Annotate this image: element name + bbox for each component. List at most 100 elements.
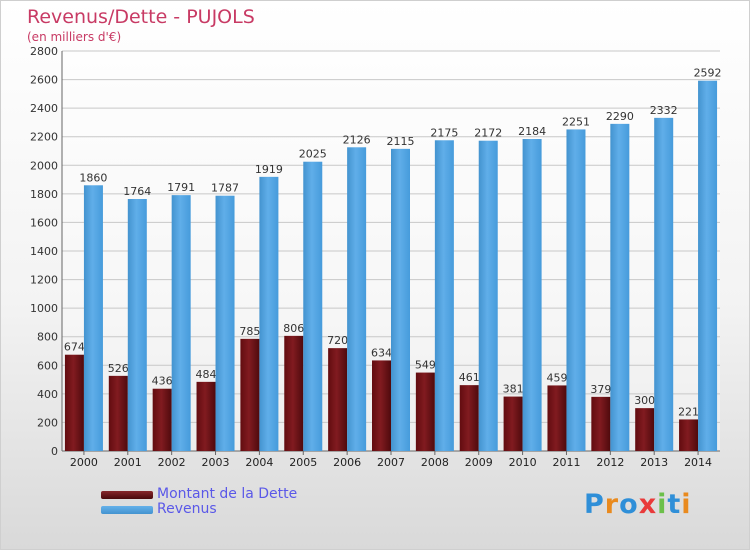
x-tick-label: 2001 <box>114 456 142 469</box>
y-tick-label: 600 <box>37 359 58 372</box>
data-label-revenus: 1787 <box>211 182 239 195</box>
bar-revenus <box>303 161 323 451</box>
legend-item-revenus: Revenus <box>101 502 297 517</box>
data-label-revenus: 1919 <box>255 163 283 176</box>
x-tick-label: 2003 <box>202 456 230 469</box>
bar-dette <box>503 396 523 451</box>
data-label-revenus: 2126 <box>343 133 371 146</box>
legend-item-dette: Montant de la Dette <box>101 487 297 502</box>
data-label-dette: 634 <box>371 346 392 359</box>
y-tick-label: 0 <box>51 445 58 458</box>
legend-swatch-dette <box>101 490 153 499</box>
y-tick-label: 2400 <box>30 102 58 115</box>
data-label-revenus: 2175 <box>430 126 458 139</box>
data-label-revenus: 2172 <box>474 127 502 140</box>
y-tick-label: 1800 <box>30 188 58 201</box>
bar-revenus <box>215 195 235 451</box>
data-label-dette: 459 <box>546 371 567 384</box>
x-tick-label: 2012 <box>596 456 624 469</box>
bar-revenus <box>478 140 498 451</box>
data-label-dette: 806 <box>283 322 304 335</box>
y-tick-label: 1000 <box>30 302 58 315</box>
bar-revenus <box>259 176 279 451</box>
data-label-dette: 436 <box>152 375 173 388</box>
data-label-revenus: 1860 <box>79 171 107 184</box>
bar-dette <box>591 396 611 451</box>
proxiti-logo: Proxiti <box>584 489 692 520</box>
logo-letter: i <box>657 489 668 520</box>
x-tick-label: 2014 <box>684 456 712 469</box>
logo-letter: r <box>604 489 620 520</box>
y-tick-label: 200 <box>37 416 58 429</box>
legend-label-revenus: Revenus <box>157 501 217 517</box>
bar-dette <box>459 385 479 451</box>
bar-revenus <box>698 80 718 451</box>
logo-letter: o <box>619 489 639 520</box>
bar-revenus <box>566 129 586 451</box>
bar-dette <box>547 385 567 451</box>
x-tick-label: 2009 <box>465 456 493 469</box>
bar-revenus <box>127 199 147 451</box>
data-label-revenus: 1764 <box>123 185 151 198</box>
chart-title: Revenus/Dette - PUJOLS <box>27 6 255 28</box>
bar-dette <box>328 348 348 451</box>
bar-dette <box>108 375 128 451</box>
x-tick-label: 2011 <box>552 456 580 469</box>
bar-dette <box>415 372 435 451</box>
data-label-revenus: 1791 <box>167 181 195 194</box>
x-tick-label: 2006 <box>333 456 361 469</box>
logo-letter: x <box>638 489 658 520</box>
bar-dette <box>635 408 655 451</box>
legend-swatch-revenus <box>101 505 153 514</box>
data-label-dette: 461 <box>459 371 480 384</box>
data-label-dette: 526 <box>108 362 129 375</box>
data-label-dette: 785 <box>239 325 260 338</box>
bar-revenus <box>522 139 542 451</box>
data-label-dette: 720 <box>327 334 348 347</box>
bar-dette <box>372 360 391 451</box>
data-label-revenus: 2332 <box>650 104 678 117</box>
data-label-dette: 379 <box>590 383 611 396</box>
y-tick-label: 1600 <box>30 216 58 229</box>
bar-revenus <box>434 140 454 452</box>
data-label-revenus: 2251 <box>562 115 590 128</box>
x-tick-label: 2000 <box>70 456 98 469</box>
chart-subtitle: (en milliers d'€) <box>27 30 122 44</box>
data-label-revenus: 2290 <box>606 110 634 123</box>
logo-letter: P <box>584 489 605 520</box>
data-label-dette: 300 <box>634 394 655 407</box>
y-tick-label: 800 <box>37 331 58 344</box>
bar-dette <box>196 381 216 451</box>
x-tick-label: 2013 <box>640 456 668 469</box>
y-tick-label: 400 <box>37 388 58 401</box>
y-tick-label: 2600 <box>30 74 58 87</box>
data-label-dette: 674 <box>64 341 85 354</box>
data-label-dette: 381 <box>503 383 524 396</box>
x-tick-label: 2010 <box>509 456 537 469</box>
x-tick-label: 2002 <box>158 456 186 469</box>
data-label-revenus: 2115 <box>387 135 415 148</box>
legend-label-dette: Montant de la Dette <box>157 486 298 502</box>
y-tick-label: 2200 <box>30 131 58 144</box>
bar-dette <box>152 388 172 451</box>
x-tick-label: 2005 <box>289 456 317 469</box>
bar-revenus <box>83 185 103 452</box>
bar-revenus <box>654 117 674 451</box>
bar-revenus <box>171 195 191 451</box>
data-label-revenus: 2025 <box>299 148 327 161</box>
data-label-dette: 549 <box>415 359 436 372</box>
bar-dette <box>240 338 260 451</box>
legend: Montant de la Dette Revenus <box>101 487 297 517</box>
y-tick-label: 1400 <box>30 245 58 258</box>
bar-revenus <box>391 148 410 451</box>
bar-dette <box>64 354 84 451</box>
logo-letter: i <box>681 489 692 520</box>
data-label-revenus: 2592 <box>694 67 722 80</box>
x-tick-label: 2008 <box>421 456 449 469</box>
x-tick-label: 2004 <box>245 456 273 469</box>
bar-dette <box>284 335 304 451</box>
logo-letter: t <box>667 489 682 520</box>
bar-dette <box>679 419 699 451</box>
